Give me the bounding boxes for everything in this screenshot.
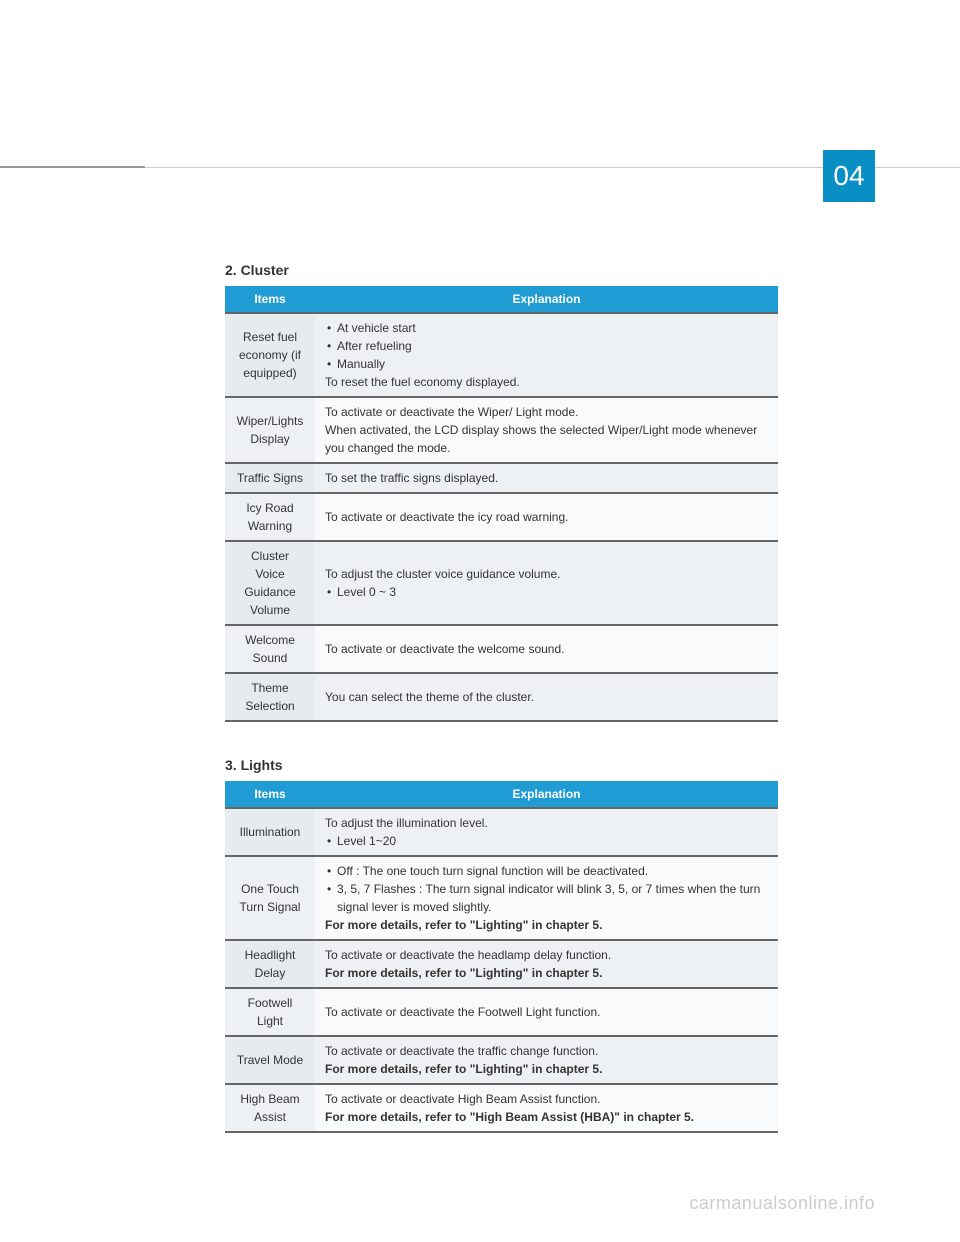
bold-line: For more details, refer to "Lighting" in… [325, 964, 768, 982]
section-heading-cluster: 2. Cluster [225, 262, 778, 278]
item-cell: Welcome Sound [225, 625, 315, 673]
explanation-cell: To set the traffic signs displayed. [315, 463, 778, 493]
item-cell: One Touch Turn Signal [225, 856, 315, 940]
bullet-line: Level 1~20 [325, 832, 768, 850]
table-row: Welcome Sound To activate or deactivate t… [225, 625, 778, 673]
table-row: Icy Road Warning To activate or deactivat… [225, 493, 778, 541]
table-row: One Touch Turn Signal Off : The one touch… [225, 856, 778, 940]
plain-line: To reset the fuel economy displayed. [325, 373, 768, 391]
item-cell: Traffic Signs [225, 463, 315, 493]
column-header-explanation: Explanation [315, 286, 778, 313]
plain-line: To activate or deactivate the Footwell L… [325, 1003, 768, 1021]
explanation-cell: To activate or deactivate the welcome so… [315, 625, 778, 673]
explanation-cell: Off : The one touch turn signal function… [315, 856, 778, 940]
explanation-cell: At vehicle startAfter refuelingManuallyT… [315, 313, 778, 397]
table-row: Headlight Delay To activate or deactivate… [225, 940, 778, 988]
explanation-cell: To activate or deactivate the Wiper/ Lig… [315, 397, 778, 463]
explanation-cell: To activate or deactivate the Footwell L… [315, 988, 778, 1036]
explanation-cell: To activate or deactivate High Beam Assi… [315, 1084, 778, 1132]
plain-line: To set the traffic signs displayed. [325, 469, 768, 487]
table-row: Traffic Signs To set the traffic signs di… [225, 463, 778, 493]
explanation-cell: To activate or deactivate the icy road w… [315, 493, 778, 541]
table-row: IlluminationTo adjust the illumination l… [225, 808, 778, 856]
explanation-cell: To activate or deactivate the traffic ch… [315, 1036, 778, 1084]
table-row: High Beam Assist To activate or deactivat… [225, 1084, 778, 1132]
content-area: 2. Cluster Items Explanation Reset fuel … [225, 262, 778, 1133]
explanation-cell: To activate or deactivate the headlamp d… [315, 940, 778, 988]
table-row: Theme Selection You can select the theme … [225, 673, 778, 721]
item-cell: Cluster Voice Guidance Volume [225, 541, 315, 625]
bold-line: For more details, refer to "High Beam As… [325, 1108, 768, 1126]
lights-tbody: IlluminationTo adjust the illumination l… [225, 808, 778, 1132]
plain-line: To activate or deactivate the icy road w… [325, 508, 768, 526]
bold-line: For more details, refer to "Lighting" in… [325, 1060, 768, 1078]
bullet-line: Level 0 ~ 3 [325, 583, 768, 601]
plain-line: To activate or deactivate the headlamp d… [325, 946, 768, 964]
item-cell: High Beam Assist [225, 1084, 315, 1132]
bullet-line: After refueling [325, 337, 768, 355]
plain-line: To adjust the illumination level. [325, 814, 768, 832]
item-cell: Reset fuel economy (if equipped) [225, 313, 315, 397]
explanation-cell: You can select the theme of the cluster. [315, 673, 778, 721]
column-header-explanation: Explanation [315, 781, 778, 808]
column-header-items: Items [225, 286, 315, 313]
plain-line: To activate or deactivate High Beam Assi… [325, 1090, 768, 1108]
watermark-text: carmanualsonline.info [689, 1193, 875, 1214]
plain-line: To activate or deactivate the welcome so… [325, 640, 768, 658]
item-cell: Footwell Light [225, 988, 315, 1036]
bullet-line: At vehicle start [325, 319, 768, 337]
table-row: Wiper/Lights Display To activate or deact… [225, 397, 778, 463]
bullet-line: Manually [325, 355, 768, 373]
bullet-line: Off : The one touch turn signal function… [325, 862, 768, 880]
table-row: Footwell Light To activate or deactivate … [225, 988, 778, 1036]
bullet-line: 3, 5, 7 Flashes : The turn signal indica… [325, 880, 768, 916]
item-cell: Headlight Delay [225, 940, 315, 988]
item-cell: Icy Road Warning [225, 493, 315, 541]
header-rule-thick [0, 166, 145, 168]
cluster-tbody: Reset fuel economy (if equipped)At vehic… [225, 313, 778, 721]
item-cell: Theme Selection [225, 673, 315, 721]
page-header-rule [0, 166, 960, 168]
item-cell: Travel Mode [225, 1036, 315, 1084]
explanation-cell: To adjust the illumination level.Level 1… [315, 808, 778, 856]
plain-line: To activate or deactivate the traffic ch… [325, 1042, 768, 1060]
column-header-items: Items [225, 781, 315, 808]
table-row: Cluster Voice Guidance Volume To adjust t… [225, 541, 778, 625]
plain-line: When activated, the LCD display shows th… [325, 421, 768, 457]
bold-line: For more details, refer to "Lighting" in… [325, 916, 768, 934]
chapter-badge: 04 [823, 150, 875, 202]
plain-line: To adjust the cluster voice guidance vol… [325, 565, 768, 583]
table-row: Reset fuel economy (if equipped)At vehic… [225, 313, 778, 397]
explanation-cell: To adjust the cluster voice guidance vol… [315, 541, 778, 625]
item-cell: Illumination [225, 808, 315, 856]
cluster-table: Items Explanation Reset fuel economy (if… [225, 286, 778, 722]
plain-line: You can select the theme of the cluster. [325, 688, 768, 706]
section-heading-lights: 3. Lights [225, 757, 778, 773]
chapter-number: 04 [833, 160, 864, 192]
item-cell: Wiper/Lights Display [225, 397, 315, 463]
plain-line: To activate or deactivate the Wiper/ Lig… [325, 403, 768, 421]
lights-table: Items Explanation IlluminationTo adjust … [225, 781, 778, 1133]
table-row: Travel Mode To activate or deactivate the… [225, 1036, 778, 1084]
